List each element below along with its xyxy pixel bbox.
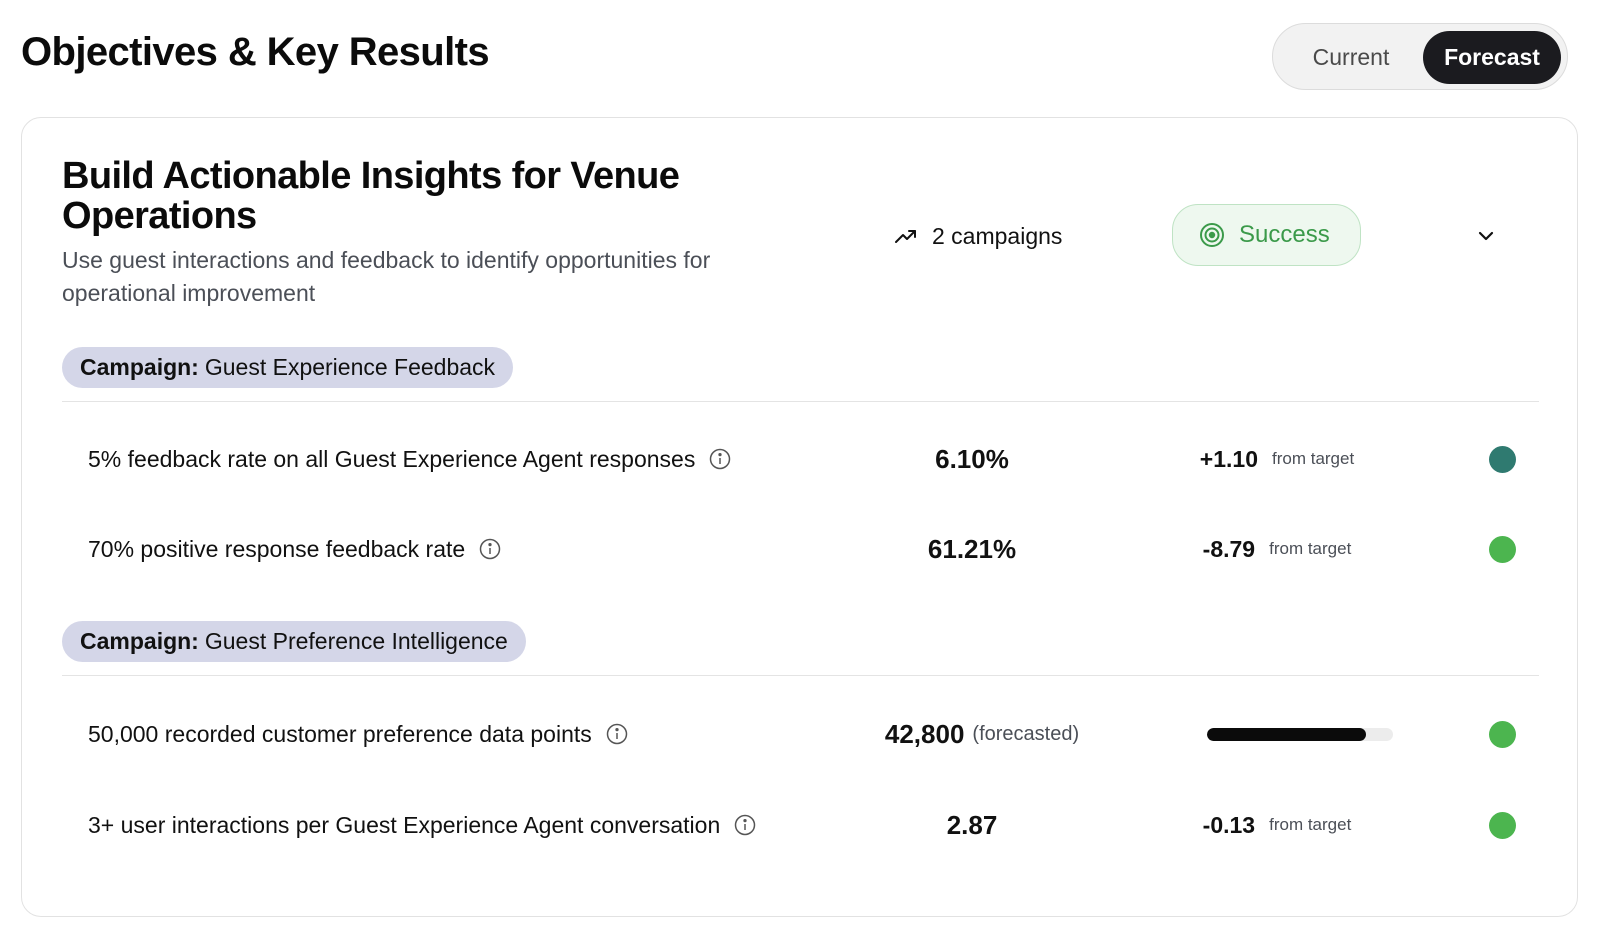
delta-label: from target	[1272, 449, 1355, 468]
status-label: Success	[1239, 221, 1330, 248]
key-result-label: 50,000 recorded customer preference data…	[88, 720, 592, 747]
objective-title: Build Actionable Insights for Venue Oper…	[62, 155, 680, 237]
info-icon[interactable]	[606, 723, 628, 745]
trending-up-icon	[895, 230, 916, 243]
key-result-delta: -8.79 from target	[1162, 524, 1392, 574]
key-result-value: 61.21%	[927, 533, 1017, 564]
key-result-row: 5% feedback rate on all Guest Experience…	[62, 434, 1539, 484]
campaign-count: 2 campaigns	[894, 216, 1062, 256]
key-result-delta: -0.13 from target	[1162, 800, 1392, 850]
campaign-tag: Campaign: Guest Preference Intelligence	[62, 621, 526, 662]
view-toggle: Current Forecast	[1272, 23, 1568, 90]
key-result-row: 50,000 recorded customer preference data…	[62, 709, 1539, 759]
target-icon	[1200, 223, 1224, 247]
progress-fill	[1207, 728, 1367, 741]
toggle-current-button[interactable]: Current	[1312, 44, 1390, 70]
campaign-prefix: Campaign:	[80, 628, 199, 654]
status-dot	[1489, 536, 1516, 563]
expand-button[interactable]	[1472, 222, 1500, 250]
divider	[62, 675, 1539, 676]
info-icon[interactable]	[709, 448, 731, 470]
key-result-delta: +1.10 from target	[1162, 434, 1392, 484]
campaign-prefix: Campaign:	[80, 354, 199, 380]
chevron-down-icon	[1478, 231, 1494, 241]
key-result-value: 2.87	[946, 809, 998, 840]
key-result-label-wrap: 70% positive response feedback rate	[88, 524, 501, 574]
progress-bar	[1207, 728, 1393, 741]
info-icon[interactable]	[479, 538, 501, 560]
toggle-forecast-button[interactable]: Forecast	[1423, 31, 1561, 84]
divider	[62, 401, 1539, 402]
status-badge: Success	[1172, 204, 1361, 266]
objective-description: Use guest interactions and feedback to i…	[62, 247, 711, 306]
key-result-row: 70% positive response feedback rate 61.2…	[62, 524, 1539, 574]
key-result-label-wrap: 3+ user interactions per Guest Experienc…	[88, 800, 756, 850]
page-title: Objectives & Key Results	[21, 30, 490, 74]
delta-value: +1.10	[1199, 445, 1258, 472]
delta-value: -0.13	[1202, 811, 1256, 838]
delta-label: from target	[1269, 539, 1352, 558]
status-dot	[1489, 446, 1516, 473]
key-result-label-wrap: 5% feedback rate on all Guest Experience…	[88, 434, 731, 484]
campaign-name: Guest Experience Feedback	[204, 354, 496, 380]
key-result-value: 6.10%	[935, 443, 1009, 474]
delta-value: -8.79	[1202, 535, 1256, 562]
key-result-value-note: (forecasted)	[972, 722, 1080, 745]
key-result-value-wrap: 42,800 (forecasted)	[862, 709, 1102, 759]
key-result-row: 3+ user interactions per Guest Experienc…	[62, 800, 1539, 850]
status-dot	[1489, 721, 1516, 748]
info-icon[interactable]	[734, 814, 756, 836]
key-result-label-wrap: 50,000 recorded customer preference data…	[88, 709, 628, 759]
key-result-label: 70% positive response feedback rate	[88, 535, 466, 562]
objective-card: Build Actionable Insights for Venue Oper…	[21, 117, 1578, 917]
key-result-value: 42,800	[884, 718, 965, 749]
key-result-label: 5% feedback rate on all Guest Experience…	[88, 445, 696, 472]
campaign-name: Guest Preference Intelligence	[204, 628, 508, 654]
delta-label: from target	[1269, 815, 1352, 834]
status-dot	[1489, 812, 1516, 839]
campaign-tag: Campaign: Guest Experience Feedback	[62, 347, 514, 388]
campaign-count-label: 2 campaigns	[932, 222, 1063, 249]
key-result-label: 3+ user interactions per Guest Experienc…	[88, 811, 721, 838]
